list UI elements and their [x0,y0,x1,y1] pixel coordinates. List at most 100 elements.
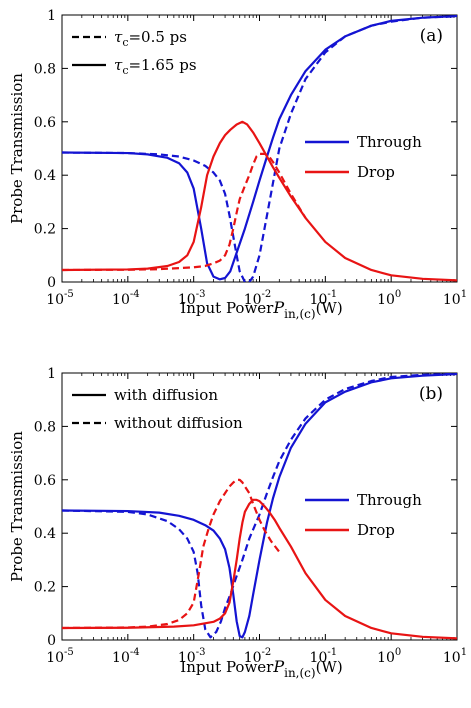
x-tick-exponent: -3 [196,289,206,300]
x-tick-base: 10 [310,650,328,666]
x-tick-exponent: -2 [262,289,272,300]
x-tick-exponent: -2 [262,647,272,658]
color-legend-label: Drop [357,521,395,539]
y-tick-label: 0.8 [34,419,56,435]
x-tick-base: 10 [377,292,395,308]
x-axis-label: Input PowerPin,(c)(W) [180,298,342,321]
y-axis-label: Probe Transmission [8,73,26,224]
series-line-1 [62,15,457,282]
series-line-2 [62,120,457,282]
color-legend: Through Drop [305,133,422,181]
panel-label: (b) [419,384,443,404]
y-axis-label: Probe Transmission [8,431,26,582]
style-legend: with diffusion without diffusion [72,386,243,432]
x-tick-label: 101 [443,289,467,308]
legend-subscript: c [122,36,128,49]
y-ticks: 0 0.2 0.4 0.6 0.8 1 [34,8,457,291]
color-legend-label: Through [357,133,422,151]
style-legend-label: τc=0.5 ps [114,28,187,49]
x-label-subscript: in,(c) [284,666,315,680]
color-legend-label: Drop [357,163,395,181]
x-tick-label: 10-1 [310,289,338,308]
color-legend: Through Drop [305,491,422,539]
x-tick-label: 100 [377,647,401,666]
x-tick-label: 10-5 [46,647,74,666]
x-tick-base: 10 [178,650,196,666]
x-tick-exponent: -5 [64,647,74,658]
series-line-3 [62,478,281,630]
panel-label: (a) [420,26,443,46]
x-label-prefix: Input Power [180,299,274,317]
x-tick-exponent: 1 [461,647,467,658]
style-legend-label: τc=1.65 ps [114,56,197,77]
legend-text: =0.5 ps [128,28,187,46]
y-tick-label: 0 [47,633,56,649]
color-legend-label: Through [357,491,422,509]
series-line-0 [62,373,457,639]
x-tick-label: 100 [377,289,401,308]
x-tick-label: 10-4 [112,647,140,666]
x-tick-exponent: 1 [461,289,467,300]
x-label-unit: (W) [316,299,343,317]
x-tick-label: 101 [443,647,467,666]
y-tick-label: 0.4 [34,168,56,184]
series-line-2 [62,498,457,640]
legend-symbol: τ [114,56,123,74]
style-legend-label: without diffusion [114,414,243,432]
y-tick-label: 0.8 [34,61,56,77]
y-tick-label: 0.4 [34,526,56,542]
style-legend-label: with diffusion [114,386,218,404]
x-tick-exponent: 0 [395,289,401,300]
x-tick-exponent: -4 [130,647,140,658]
y-tick-label: 1 [47,8,56,24]
y-tick-label: 0.2 [34,222,56,238]
y-ticks: 0 0.2 0.4 0.6 0.8 1 [34,366,457,649]
x-tick-label: 10-3 [178,647,206,666]
x-tick-base: 10 [443,292,461,308]
legend-text: with diffusion [114,386,218,404]
x-label-unit: (W) [316,658,343,676]
x-label-symbol: P [272,657,284,676]
series-line-1 [62,373,457,639]
x-label-subscript: in,(c) [284,307,315,321]
panel-a: 10-5 10-4 10-3 10-2 10-1 100 10100.20.40.60.81… [8,8,467,321]
series-group [62,15,457,282]
x-tick-base: 10 [46,650,64,666]
x-tick-label: 10-2 [244,647,272,666]
x-tick-exponent: -4 [130,289,140,300]
series-line-3 [62,152,307,272]
x-tick-base: 10 [310,292,328,308]
x-label-prefix: Input Power [180,658,274,676]
x-ticks: 10-5 10-4 10-3 10-2 10-1 100 101 [46,15,467,308]
legend-subscript: c [122,64,128,77]
x-tick-base: 10 [377,650,395,666]
legend-symbol: τ [114,28,123,46]
x-tick-label: 10-5 [46,289,74,308]
x-tick-label: 10-4 [112,289,140,308]
x-tick-base: 10 [112,650,130,666]
x-tick-exponent: -1 [327,289,337,300]
x-tick-exponent: 0 [395,647,401,658]
panel-b: 10-5 10-4 10-3 10-2 10-1 100 10100.20.40.60.81… [8,366,467,680]
legend-text: =1.65 ps [128,56,196,74]
x-tick-base: 10 [46,292,64,308]
series-group [62,373,457,640]
y-tick-label: 1 [47,366,56,382]
x-tick-base: 10 [244,650,262,666]
x-axis-label: Input PowerPin,(c)(W) [180,657,342,680]
x-tick-label: 10-3 [178,289,206,308]
y-tick-label: 0.2 [34,580,56,596]
x-tick-exponent: -3 [196,647,206,658]
x-tick-base: 10 [443,650,461,666]
x-tick-base: 10 [178,292,196,308]
x-tick-exponent: -1 [327,647,337,658]
legend-text: without diffusion [114,414,243,432]
y-tick-label: 0 [47,275,56,291]
y-tick-label: 0.6 [34,473,56,489]
x-tick-label: 10-1 [310,647,338,666]
x-tick-base: 10 [112,292,130,308]
y-tick-label: 0.6 [34,115,56,131]
x-tick-label: 10-2 [244,289,272,308]
